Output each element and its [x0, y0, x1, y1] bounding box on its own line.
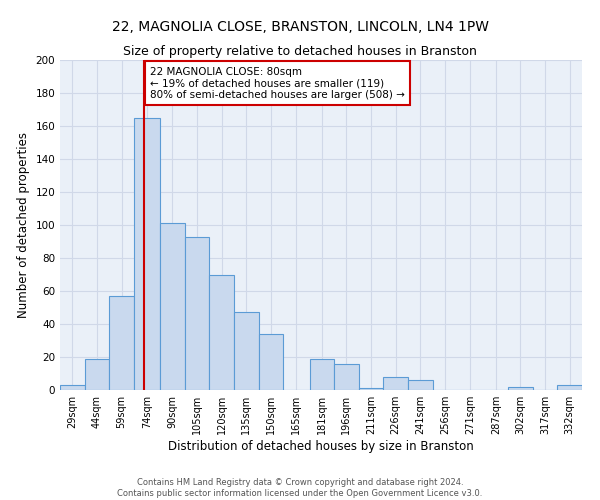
Text: 22, MAGNOLIA CLOSE, BRANSTON, LINCOLN, LN4 1PW: 22, MAGNOLIA CLOSE, BRANSTON, LINCOLN, L…: [112, 20, 488, 34]
Bar: [508, 386, 533, 390]
Bar: [134, 118, 160, 390]
X-axis label: Distribution of detached houses by size in Branston: Distribution of detached houses by size …: [168, 440, 474, 453]
Bar: [60, 385, 85, 390]
Bar: [234, 312, 259, 390]
Bar: [85, 358, 109, 390]
Bar: [383, 377, 408, 390]
Bar: [310, 358, 334, 390]
Text: Size of property relative to detached houses in Branston: Size of property relative to detached ho…: [123, 45, 477, 58]
Bar: [334, 364, 359, 390]
Text: 22 MAGNOLIA CLOSE: 80sqm
← 19% of detached houses are smaller (119)
80% of semi-: 22 MAGNOLIA CLOSE: 80sqm ← 19% of detach…: [150, 66, 405, 100]
Bar: [209, 274, 234, 390]
Bar: [259, 334, 283, 390]
Y-axis label: Number of detached properties: Number of detached properties: [17, 132, 30, 318]
Text: Contains HM Land Registry data © Crown copyright and database right 2024.
Contai: Contains HM Land Registry data © Crown c…: [118, 478, 482, 498]
Bar: [109, 296, 134, 390]
Bar: [359, 388, 383, 390]
Bar: [185, 236, 209, 390]
Bar: [160, 224, 185, 390]
Bar: [408, 380, 433, 390]
Bar: [557, 385, 582, 390]
